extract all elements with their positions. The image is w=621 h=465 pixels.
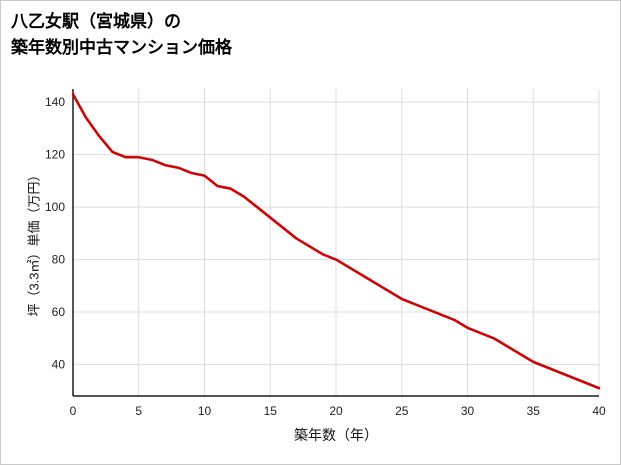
x-axis-label: 築年数（年） <box>294 427 378 443</box>
x-tick-label: 25 <box>395 404 409 418</box>
x-tick-label: 10 <box>198 404 212 418</box>
x-tick-label: 5 <box>135 404 142 418</box>
price-line-series <box>71 92 601 390</box>
x-tick-label: 20 <box>329 404 343 418</box>
chart-title-line1: 八乙女駅（宮城県）の <box>11 12 181 31</box>
x-tick-label: 35 <box>527 404 541 418</box>
chart-title: 八乙女駅（宮城県）の築年数別中古マンション価格 <box>11 9 232 62</box>
chart-title-line2: 築年数別中古マンション価格 <box>11 38 232 58</box>
x-tick-label: 0 <box>70 404 77 418</box>
y-tick-label: 100 <box>45 200 65 214</box>
y-tick-label: 140 <box>45 95 65 109</box>
y-tick-label: 120 <box>45 148 65 162</box>
x-tick-label: 30 <box>461 404 475 418</box>
y-tick-label: 40 <box>52 358 66 372</box>
y-tick-label: 80 <box>52 253 66 267</box>
y-tick-label: 60 <box>52 305 66 319</box>
x-tick-label: 40 <box>592 404 606 418</box>
x-tick-label: 15 <box>264 404 278 418</box>
